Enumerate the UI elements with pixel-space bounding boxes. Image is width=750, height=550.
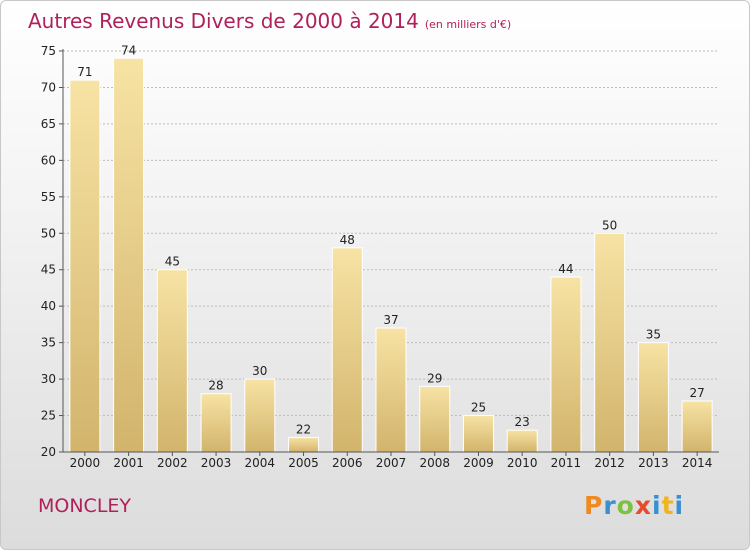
x-tick-label-2007: 2007 — [376, 456, 407, 470]
y-tick-label: 60 — [41, 153, 56, 167]
bar-2006 — [331, 247, 363, 453]
data-label-2003: 28 — [208, 379, 223, 393]
y-tick-label: 35 — [41, 336, 56, 350]
bar-2012 — [594, 232, 626, 453]
y-tick-label: 50 — [41, 226, 56, 240]
y-tick-label: 65 — [41, 117, 56, 131]
y-tick-label: 25 — [41, 409, 56, 423]
x-tick-label-2005: 2005 — [288, 456, 319, 470]
y-tick-label: 20 — [41, 445, 56, 459]
y-tick-label: 70 — [41, 80, 56, 94]
x-tick-label-2010: 2010 — [507, 456, 538, 470]
bar-2014 — [681, 400, 713, 453]
bar-2013 — [637, 342, 669, 453]
bar-2002 — [156, 269, 188, 453]
x-tick-label-2002: 2002 — [157, 456, 188, 470]
data-label-2009: 25 — [471, 401, 486, 415]
data-label-2007: 37 — [383, 313, 398, 327]
chart-title: Autres Revenus Divers de 2000 à 2014 (en … — [28, 9, 511, 33]
x-tick-label-2006: 2006 — [332, 456, 363, 470]
x-tick-label-2008: 2008 — [419, 456, 450, 470]
y-tick-label: 75 — [41, 44, 56, 58]
data-label-2005: 22 — [296, 422, 311, 436]
data-label-2006: 48 — [340, 233, 355, 247]
bars: 71 74 45 28 30 22 48 37 29 25 23 44 50 35 27 — [69, 43, 713, 453]
bar-2001 — [113, 57, 145, 453]
bar-2007 — [375, 327, 407, 453]
data-label-2000: 71 — [77, 65, 92, 79]
bar-2003 — [200, 393, 232, 453]
bar-2010 — [506, 429, 538, 453]
y-tick-label: 45 — [41, 263, 56, 277]
y-tick-label: 55 — [41, 190, 56, 204]
data-label-2002: 45 — [165, 255, 180, 269]
bar-2004 — [244, 378, 276, 453]
x-tick-label-2009: 2009 — [463, 456, 494, 470]
data-label-2013: 35 — [646, 328, 661, 342]
x-tick-label-2014: 2014 — [682, 456, 713, 470]
x-tick-label-2003: 2003 — [201, 456, 232, 470]
data-label-2004: 30 — [252, 364, 267, 378]
x-tick-label-2000: 2000 — [70, 456, 101, 470]
y-tick-label: 30 — [41, 372, 56, 386]
title-text: Autres Revenus Divers de 2000 à 2014 — [28, 9, 419, 33]
x-tick-label-2001: 2001 — [113, 456, 144, 470]
y-tick-label: 40 — [41, 299, 56, 313]
data-label-2010: 23 — [515, 415, 530, 429]
unit-label: (en milliers d'€) — [424, 18, 512, 31]
axes: 20 25 30 35 40 45 50 55 60 65 70 75 2000 2001 2002 2003… — [41, 44, 719, 470]
bar-2000 — [69, 79, 101, 453]
x-tick-label-2011: 2011 — [551, 456, 582, 470]
bar-2005 — [288, 436, 320, 453]
x-tick-label-2013: 2013 — [638, 456, 669, 470]
proxiti-logo: Proxiti — [584, 491, 685, 520]
bar-2011 — [550, 276, 582, 453]
data-label-2012: 50 — [602, 218, 617, 232]
data-label-2014: 27 — [689, 386, 704, 400]
data-label-2001: 74 — [121, 43, 136, 57]
data-label-2008: 29 — [427, 371, 442, 385]
bar-2008 — [419, 385, 451, 453]
bar-2009 — [462, 415, 494, 453]
x-tick-label-2012: 2012 — [594, 456, 625, 470]
x-tick-label-2004: 2004 — [245, 456, 276, 470]
data-label-2011: 44 — [558, 262, 573, 276]
town-name: MONCLEY — [38, 495, 132, 517]
